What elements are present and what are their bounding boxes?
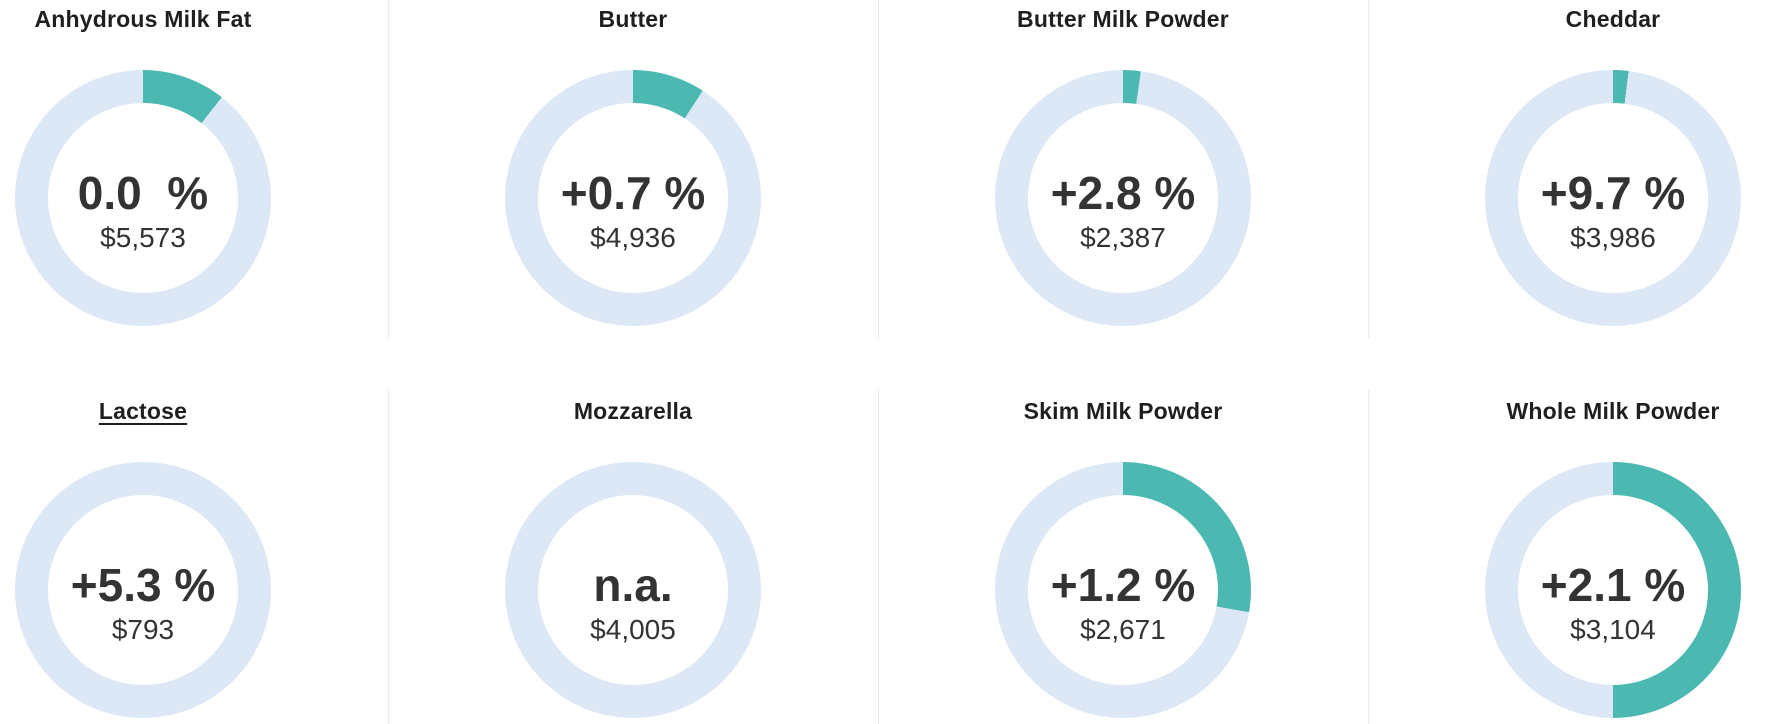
change-percent: +1.2 % <box>1050 559 1196 611</box>
gauge-title[interactable]: Skim Milk Powder <box>1023 398 1223 424</box>
price-value: $2,671 <box>1080 614 1166 645</box>
change-percent: +5.3 % <box>70 559 216 611</box>
column-divider <box>1368 0 1369 338</box>
price-value: $2,387 <box>1080 222 1166 253</box>
donut-hole: +1.2 % $2,671 <box>1028 495 1218 685</box>
donut-ring: n.a. $4,005 <box>505 462 761 718</box>
gauge-title[interactable]: Mozzarella <box>573 398 693 424</box>
gauge-tile-cheddar[interactable]: Cheddar +9.7 % $3,986 <box>1463 4 1763 326</box>
gauge-tile-lactose[interactable]: Lactose +5.3 % $793 <box>0 396 293 718</box>
gauge-tile-anhydrous-milk-fat[interactable]: Anhydrous Milk Fat 0.0 % $5,573 <box>0 4 293 326</box>
donut-ring: +2.1 % $3,104 <box>1485 462 1741 718</box>
donut-hole: +5.3 % $793 <box>48 495 238 685</box>
column-divider <box>878 0 879 338</box>
gauge-tile-mozzarella[interactable]: Mozzarella n.a. $4,005 <box>483 396 783 718</box>
donut-hole: +0.7 % $4,936 <box>538 103 728 293</box>
donut-hole: +2.8 % $2,387 <box>1028 103 1218 293</box>
change-percent: 0.0 % <box>77 167 209 219</box>
price-value: $5,573 <box>100 222 186 253</box>
gauge-tile-skim-milk-powder[interactable]: Skim Milk Powder +1.2 % $2,671 <box>973 396 1273 718</box>
change-percent: +0.7 % <box>560 167 706 219</box>
column-divider <box>388 0 389 338</box>
column-divider <box>1368 390 1369 724</box>
change-percent: n.a. <box>593 559 673 611</box>
donut-hole: 0.0 % $5,573 <box>48 103 238 293</box>
gauge-title[interactable]: Butter <box>598 6 668 32</box>
gauge-tile-whole-milk-powder[interactable]: Whole Milk Powder +2.1 % $3,104 <box>1463 396 1763 718</box>
change-percent: +9.7 % <box>1540 167 1686 219</box>
donut-hole: n.a. $4,005 <box>538 495 728 685</box>
change-percent: +2.8 % <box>1050 167 1196 219</box>
donut-ring: +0.7 % $4,936 <box>505 70 761 326</box>
donut-ring: +2.8 % $2,387 <box>995 70 1251 326</box>
column-divider <box>388 390 389 724</box>
price-value: $4,936 <box>590 222 676 253</box>
gauge-tile-butter-milk-powder[interactable]: Butter Milk Powder +2.8 % $2,387 <box>973 4 1273 326</box>
donut-ring: +1.2 % $2,671 <box>995 462 1251 718</box>
price-value: $793 <box>111 614 175 645</box>
gauge-tile-butter[interactable]: Butter +0.7 % $4,936 <box>483 4 783 326</box>
donut-ring: 0.0 % $5,573 <box>15 70 271 326</box>
price-value: $4,005 <box>590 614 676 645</box>
donut-ring: +5.3 % $793 <box>15 462 271 718</box>
gauge-title[interactable]: Butter Milk Powder <box>1017 6 1229 32</box>
donut-ring: +9.7 % $3,986 <box>1485 70 1741 326</box>
gauge-title[interactable]: Cheddar <box>1565 6 1661 32</box>
change-percent: +2.1 % <box>1540 559 1686 611</box>
donut-hole: +9.7 % $3,986 <box>1518 103 1708 293</box>
donut-hole: +2.1 % $3,104 <box>1518 495 1708 685</box>
column-divider <box>878 390 879 724</box>
gauge-title[interactable]: Anhydrous Milk Fat <box>34 6 252 32</box>
gauge-title[interactable]: Lactose <box>98 398 188 424</box>
gauge-title[interactable]: Whole Milk Powder <box>1506 398 1720 424</box>
price-value: $3,104 <box>1570 614 1656 645</box>
price-value: $3,986 <box>1570 222 1656 253</box>
